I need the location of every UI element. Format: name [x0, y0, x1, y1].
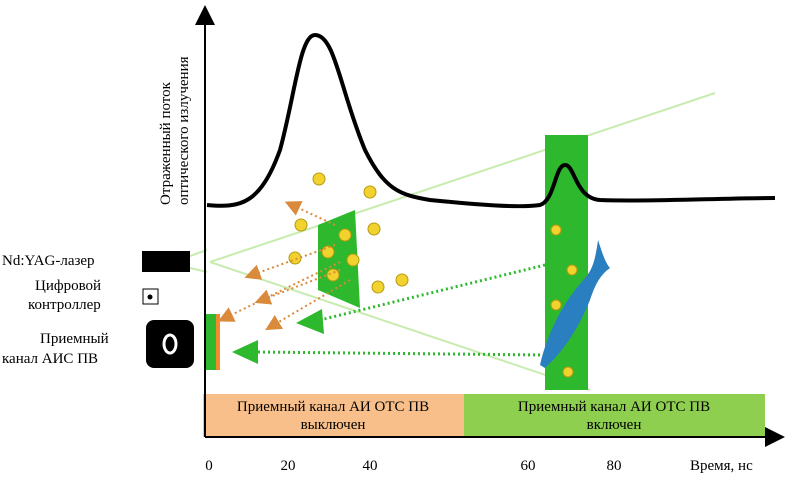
x-tick-label: 0 [205, 458, 213, 474]
y-axis-label: Отраженный поток [158, 81, 174, 205]
laser-icon [142, 251, 190, 272]
state-off-text: выключен [301, 417, 366, 433]
detector [216, 314, 220, 370]
beam-cone [189, 92, 716, 391]
state-on-text: включен [587, 417, 642, 433]
device-label: Nd:YAG-лазер [2, 253, 95, 269]
state-on-text: Приемный канал АИ ОТС ПВ [518, 399, 710, 415]
state-off-text: Приемный канал АИ ОТС ПВ [237, 399, 429, 415]
controller-icon [147, 294, 153, 300]
return-arrows [254, 263, 546, 357]
x-axis-label: Время, нс [690, 458, 753, 474]
device-label: Цифровой [35, 278, 101, 294]
x-tick-label: 40 [363, 458, 378, 474]
signal-curve [206, 32, 776, 209]
arrow-head [232, 340, 258, 364]
detector [204, 314, 216, 370]
particles [288, 172, 578, 378]
x-tick-label: 60 [521, 458, 536, 474]
receiver-icon [162, 333, 178, 355]
y-axis-label: оптического излучения [176, 56, 192, 205]
receiver-icon [146, 320, 194, 368]
device-label: канал АИС ПВ [2, 351, 98, 367]
state-off-bar [203, 394, 464, 437]
x-tick-label: 20 [281, 458, 296, 474]
device-label: контроллер [28, 297, 101, 313]
scatter-arrows [217, 201, 351, 331]
state-on-bar [464, 394, 765, 437]
x-tick-label: 80 [607, 458, 622, 474]
device-label: Приемный [40, 331, 109, 347]
fish [540, 240, 610, 368]
arrow-head [296, 309, 324, 334]
